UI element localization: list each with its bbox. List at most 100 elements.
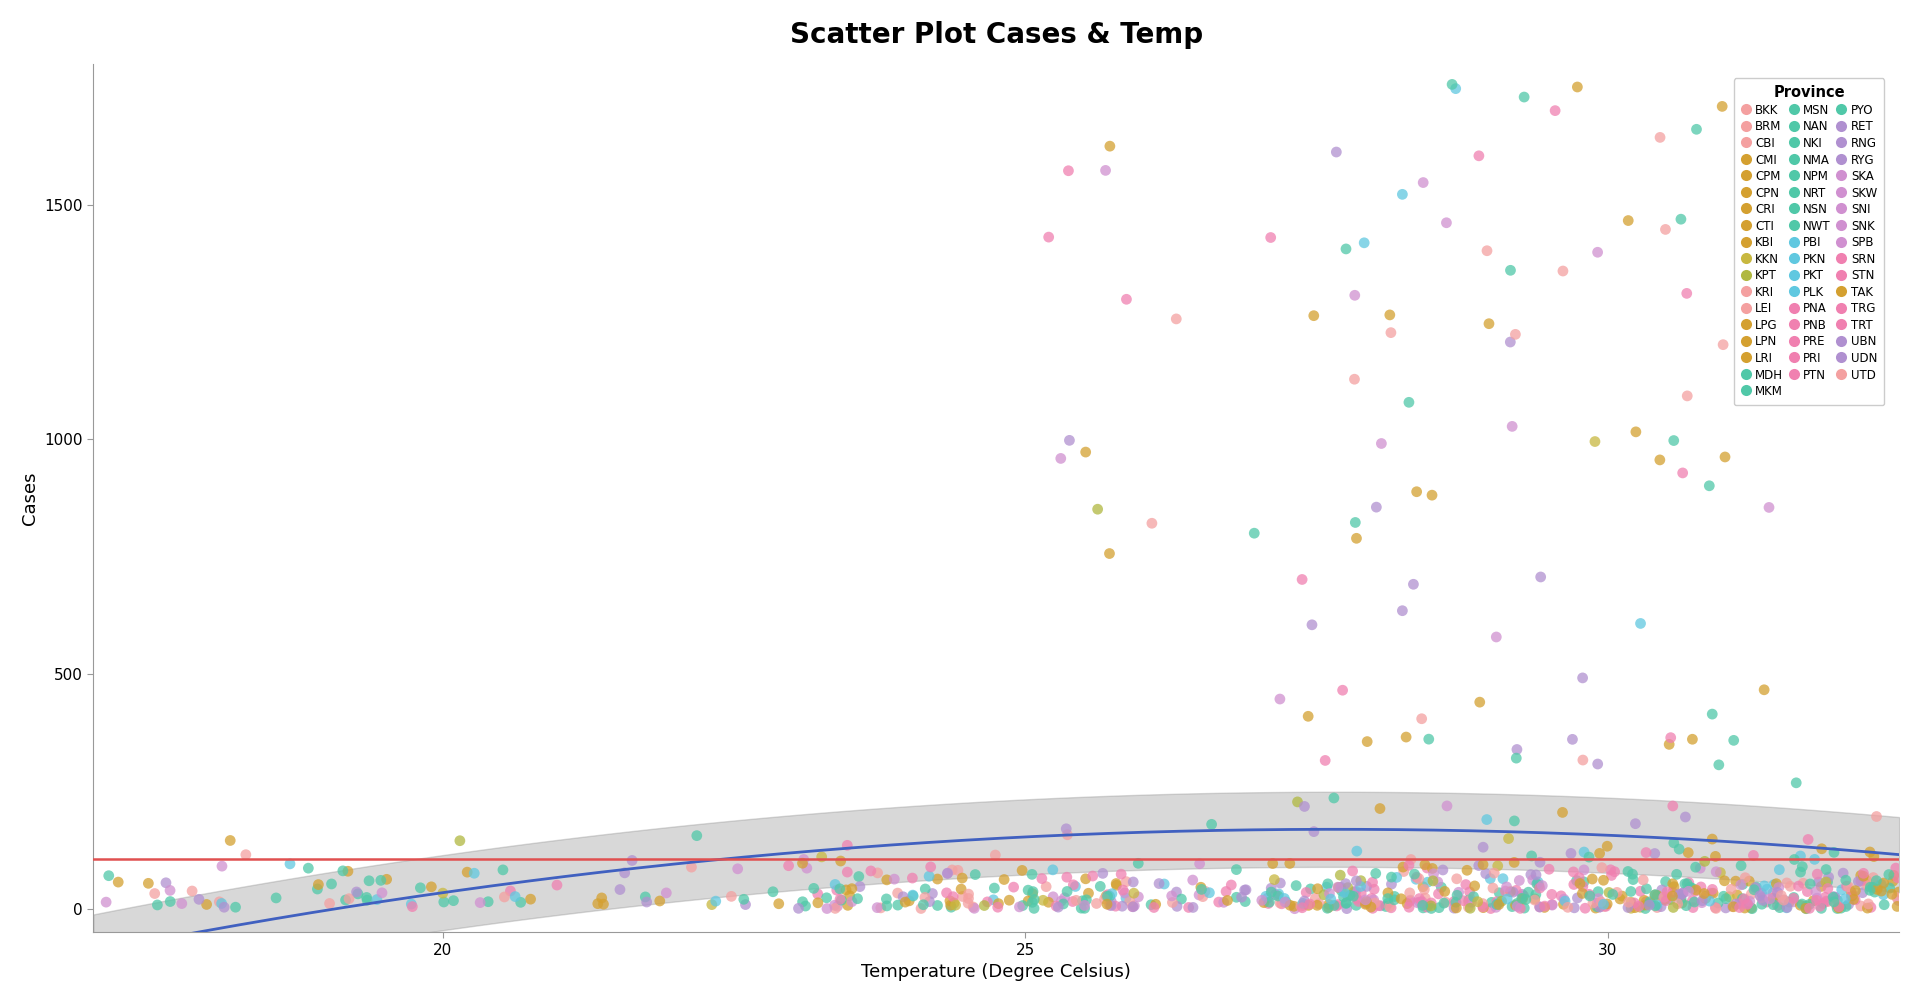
Point: [1471, 242, 1501, 259]
Point: [1196, 817, 1227, 833]
Point: [1536, 897, 1567, 913]
Point: [367, 885, 397, 901]
Point: [1388, 859, 1419, 875]
Point: [1818, 894, 1849, 910]
Point: [1265, 691, 1296, 707]
Point: [1728, 877, 1759, 893]
Point: [1640, 898, 1670, 914]
Point: [1123, 889, 1154, 905]
Point: [1212, 884, 1242, 900]
Point: [922, 871, 952, 887]
Point: [1657, 900, 1688, 916]
Point: [1453, 894, 1484, 910]
Point: [1110, 885, 1140, 901]
Point: [1346, 873, 1377, 889]
Point: [1027, 871, 1058, 887]
Point: [1768, 892, 1799, 908]
Point: [1740, 882, 1770, 898]
Point: [1356, 899, 1386, 915]
Point: [831, 864, 862, 880]
Point: [1715, 889, 1745, 905]
Legend: BKK, BRM, CBI, CMI, CPM, CPN, CRI, CTI, KBI, KKN, KPT, KRI, LEI, LPG, LPN, LRI, : BKK, BRM, CBI, CMI, CPM, CPN, CRI, CTI, …: [1734, 78, 1884, 405]
Point: [826, 892, 856, 908]
Point: [1628, 893, 1659, 909]
Point: [104, 874, 134, 890]
Point: [1657, 888, 1688, 904]
Point: [1517, 872, 1548, 888]
Point: [1509, 888, 1540, 904]
Point: [215, 833, 246, 849]
Point: [1298, 824, 1329, 840]
Point: [1569, 862, 1599, 878]
Point: [1793, 901, 1824, 917]
Point: [1404, 871, 1434, 887]
Point: [1569, 874, 1599, 890]
Point: [1340, 873, 1371, 889]
Point: [1309, 887, 1340, 903]
Point: [301, 881, 332, 897]
Point: [1642, 888, 1672, 904]
Point: [1046, 893, 1077, 909]
Point: [1394, 893, 1425, 909]
Point: [1807, 896, 1837, 912]
Point: [1828, 865, 1859, 881]
Point: [937, 889, 968, 905]
Point: [1524, 880, 1555, 896]
Point: [1745, 890, 1776, 906]
Point: [1791, 884, 1822, 900]
Point: [1845, 873, 1876, 889]
Point: [1672, 876, 1703, 892]
Point: [1523, 878, 1553, 894]
Point: [1091, 888, 1121, 904]
Point: [1177, 872, 1208, 888]
Point: [1407, 174, 1438, 190]
Point: [1667, 886, 1697, 902]
Point: [998, 879, 1029, 895]
Point: [1089, 891, 1119, 907]
Point: [1855, 900, 1885, 916]
Point: [1484, 897, 1515, 913]
Point: [1313, 900, 1344, 916]
Point: [1651, 874, 1682, 890]
Point: [1413, 874, 1444, 890]
Point: [1275, 897, 1306, 913]
Point: [1336, 863, 1367, 879]
Point: [1839, 883, 1870, 899]
Point: [972, 894, 1002, 910]
Point: [947, 889, 977, 905]
Point: [701, 893, 732, 909]
Point: [1212, 893, 1242, 909]
Point: [1363, 898, 1394, 914]
Point: [730, 897, 760, 913]
Point: [353, 873, 384, 889]
Point: [1340, 288, 1371, 304]
Point: [1584, 899, 1615, 915]
Point: [1674, 880, 1705, 896]
Point: [1726, 858, 1757, 874]
Point: [1440, 894, 1471, 910]
Point: [1732, 897, 1763, 913]
Point: [1736, 886, 1766, 902]
Point: [1805, 898, 1836, 914]
Point: [758, 884, 789, 900]
Point: [1663, 896, 1693, 912]
Point: [1404, 894, 1434, 910]
Point: [1546, 888, 1576, 904]
Point: [1849, 868, 1880, 884]
Point: [1484, 885, 1515, 901]
Point: [207, 858, 238, 874]
Point: [1018, 886, 1048, 902]
Point: [1655, 892, 1686, 908]
Point: [1753, 499, 1784, 515]
Point: [1438, 900, 1469, 916]
Point: [1860, 873, 1891, 889]
Point: [1705, 865, 1736, 881]
Point: [1686, 879, 1716, 895]
Point: [1050, 821, 1081, 837]
Point: [716, 889, 747, 905]
Point: [1812, 869, 1843, 885]
Point: [1231, 894, 1261, 910]
Point: [1657, 876, 1688, 892]
Point: [1536, 887, 1567, 903]
Point: [1567, 886, 1597, 902]
